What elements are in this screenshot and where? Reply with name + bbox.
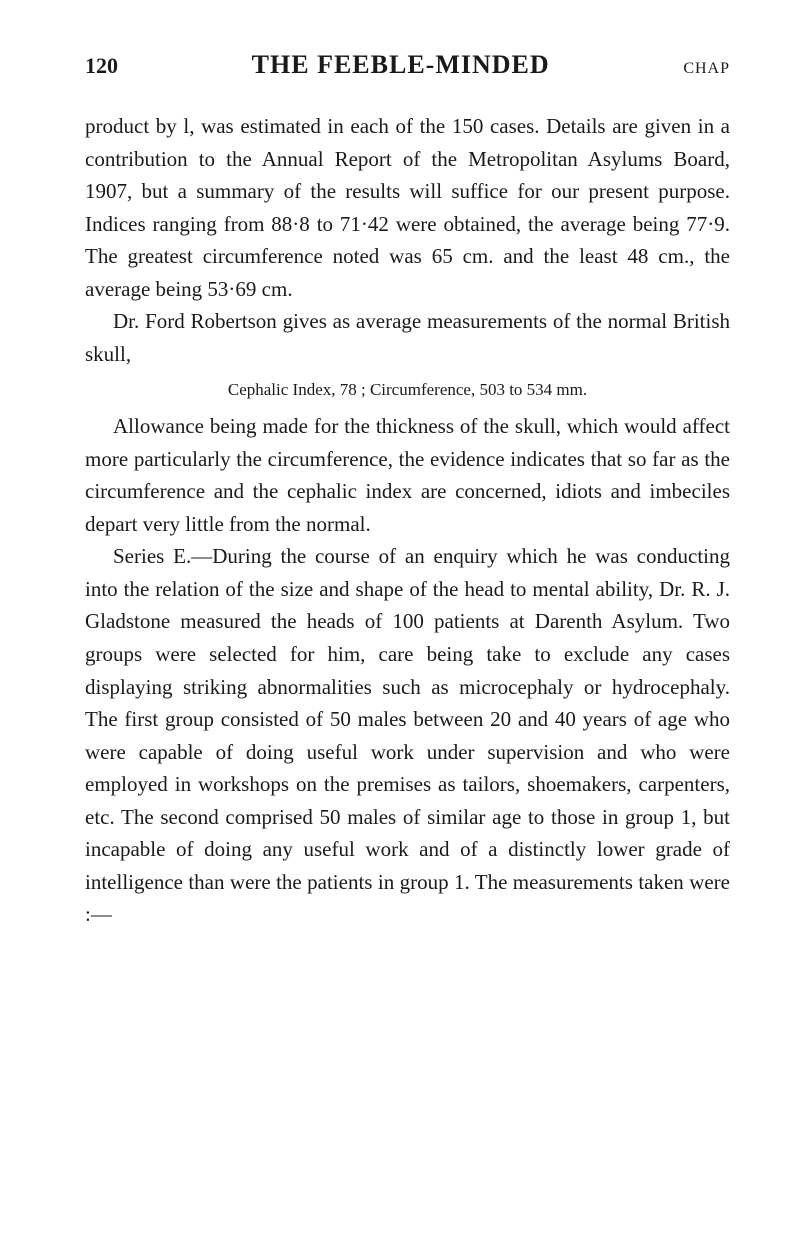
chapter-label: CHAP — [683, 60, 730, 78]
cephalic-note: Cephalic Index, 78 ; Circumference, 503 … — [85, 378, 730, 402]
paragraph-3: Allowance being made for the thickness o… — [85, 410, 730, 540]
body-text-container: product by l, was estimated in each of t… — [85, 110, 730, 931]
paragraph-4: Series E.—During the course of an enquir… — [85, 540, 730, 931]
paragraph-2: Dr. Ford Robertson gives as average meas… — [85, 305, 730, 370]
page-number: 120 — [85, 53, 118, 79]
page-header: 120 THE FEEBLE-MINDED CHAP — [85, 50, 730, 80]
book-title: THE FEEBLE-MINDED — [252, 50, 550, 80]
paragraph-1: product by l, was estimated in each of t… — [85, 110, 730, 305]
